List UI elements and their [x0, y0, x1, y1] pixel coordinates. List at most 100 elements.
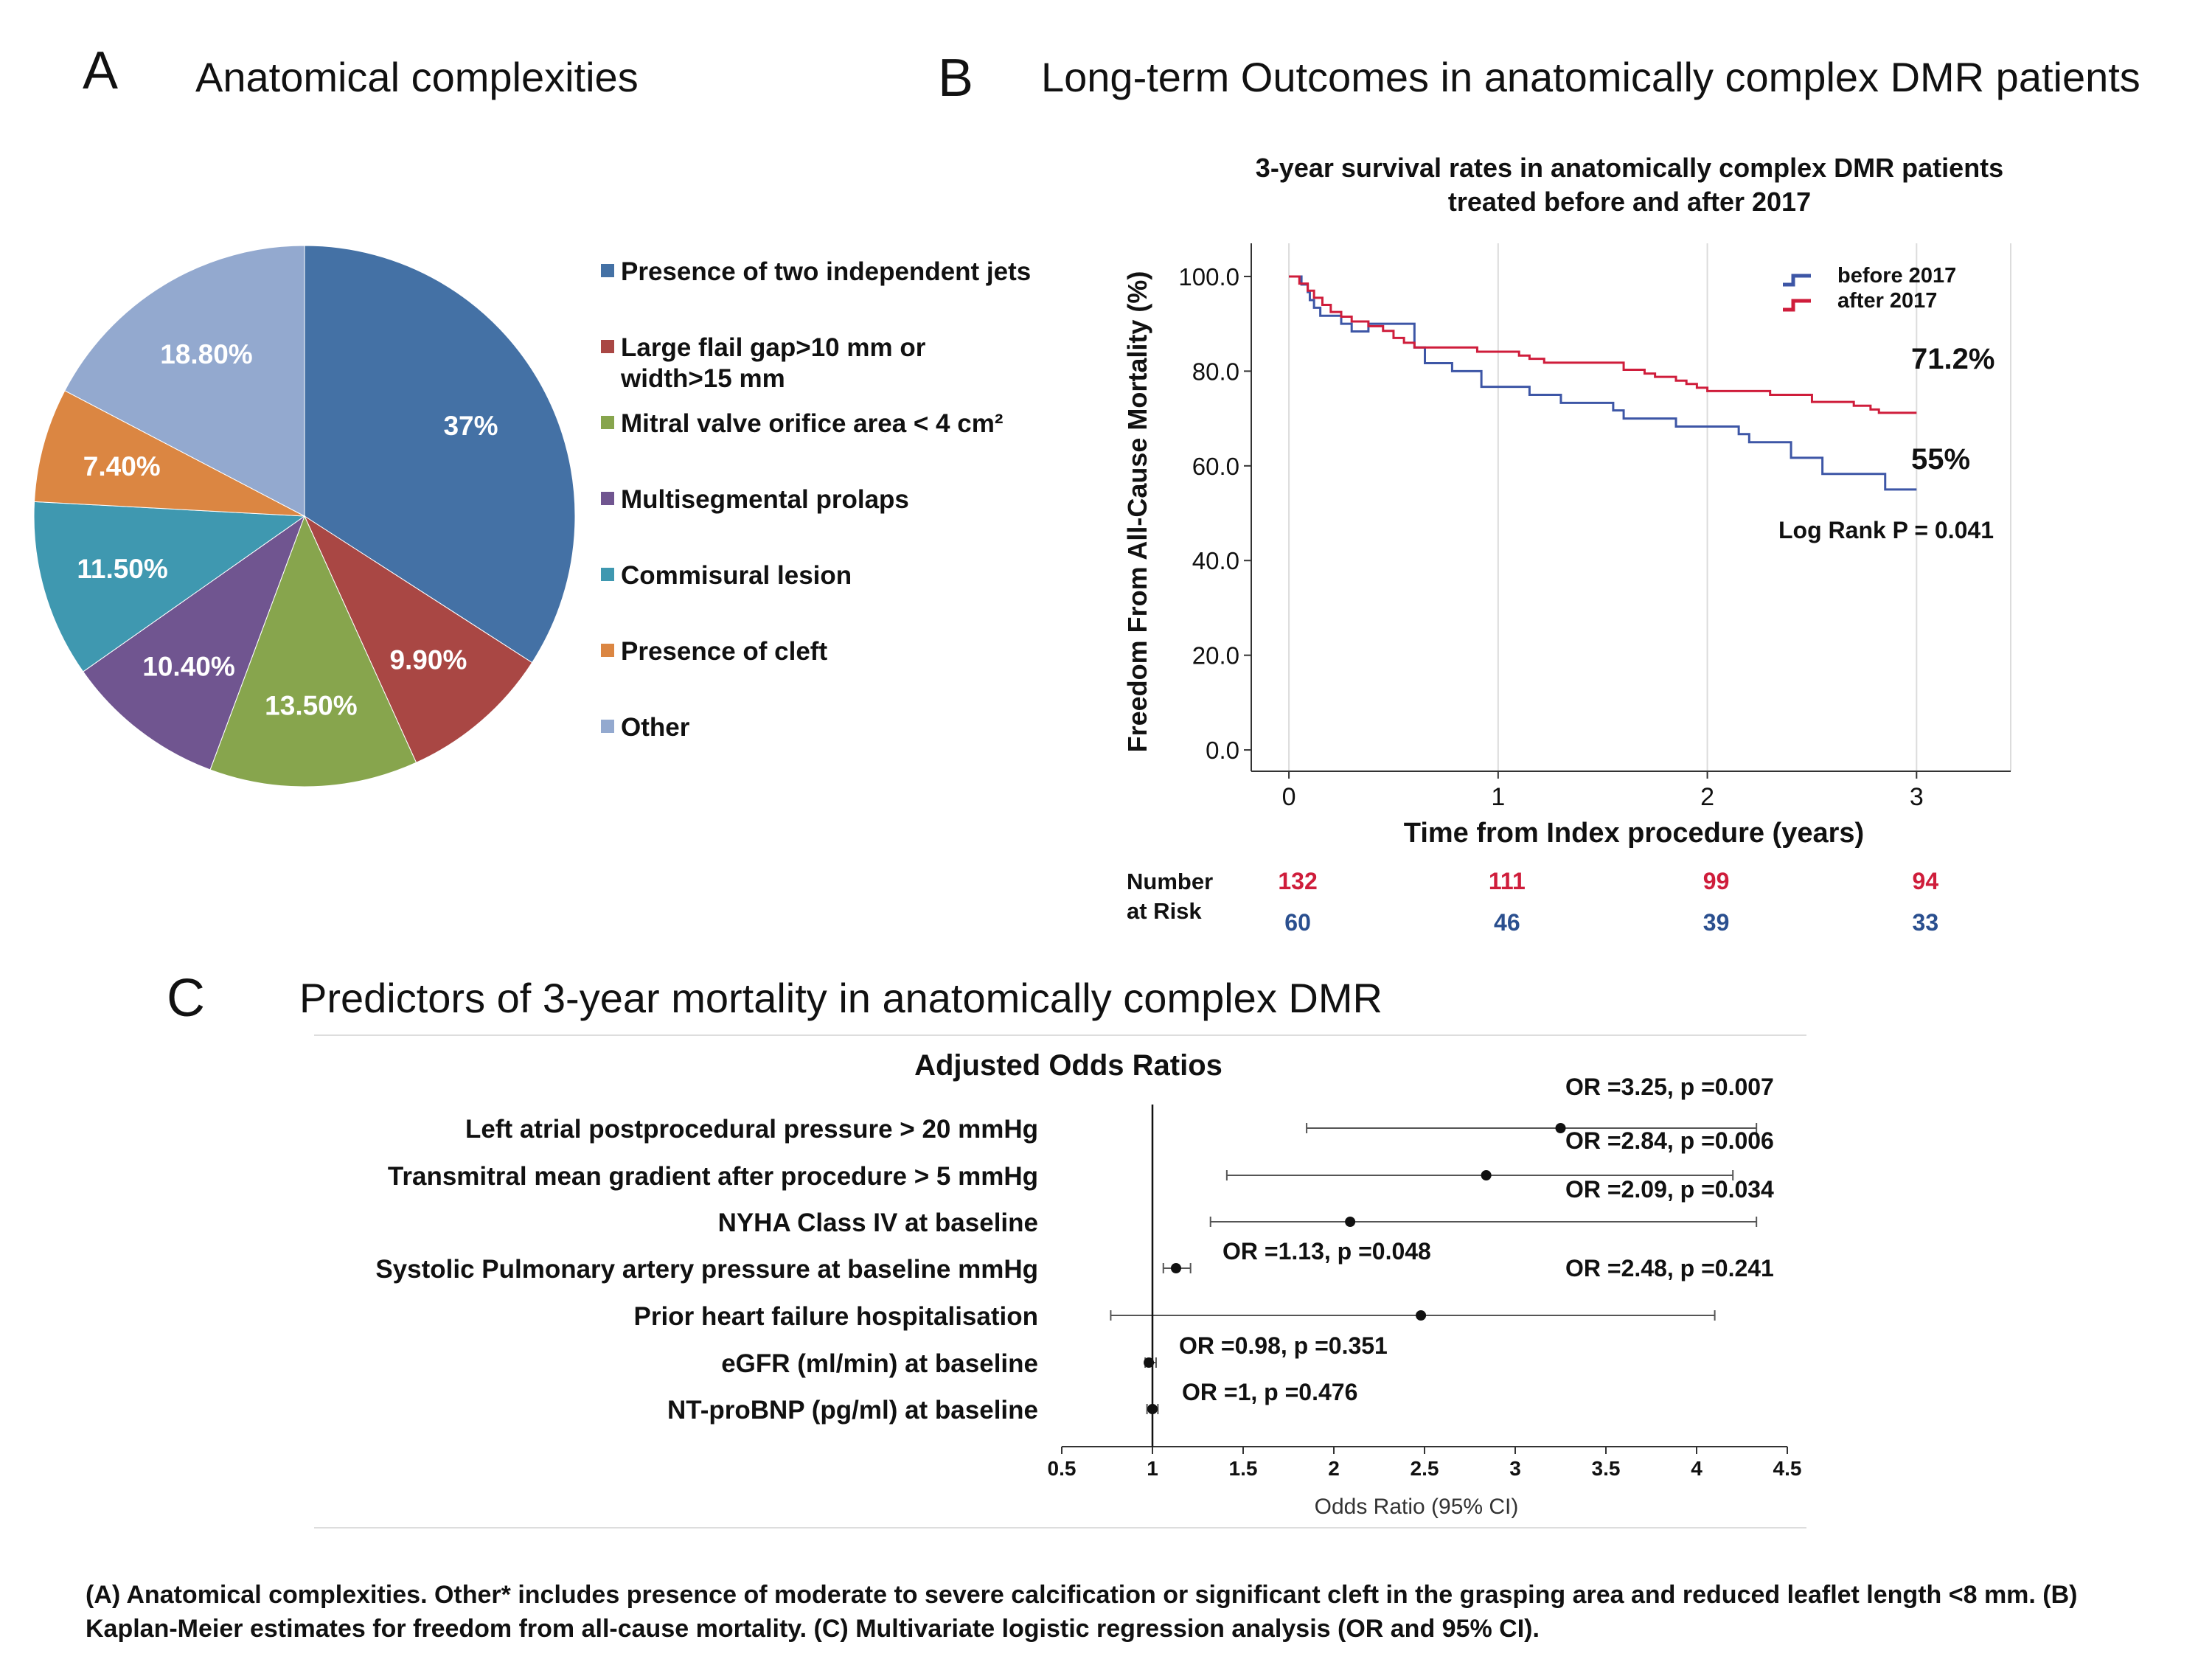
km-x-tick-label: 1 — [1491, 783, 1505, 811]
risk-table-label-line-1: Number — [1127, 869, 1213, 894]
forest-x-tick-label: 1 — [1147, 1457, 1158, 1480]
panel-c-title: Predictors of 3-year mortality in anatom… — [299, 975, 1382, 1021]
pie-chart — [33, 245, 576, 787]
panel-c-letter: C — [167, 969, 205, 1028]
pie-legend-swatch — [601, 492, 614, 505]
risk-count-after-2017: 132 — [1278, 868, 1317, 894]
forest-row-label: Left atrial postprocedural pressure > 20… — [465, 1115, 1038, 1144]
km-x-tick-label: 3 — [1910, 783, 1924, 811]
pie-legend: Presence of two independent jets Large fl… — [601, 257, 1031, 742]
km-y-tick-label: 80.0 — [1192, 358, 1239, 385]
risk-count-before-2017: 46 — [1494, 909, 1520, 936]
risk-count-after-2017: 99 — [1703, 868, 1730, 894]
pie-legend-label: Multisegmental prolaps — [621, 485, 909, 514]
pie-slice-label: 9.90% — [389, 644, 467, 675]
pie-slice — [34, 390, 305, 517]
forest-point — [1416, 1310, 1427, 1321]
pie-slice-label: 37% — [443, 411, 498, 441]
forest-plot: Left atrial postprocedural pressure > 20… — [375, 1074, 1774, 1425]
km-y-tick-label: 40.0 — [1192, 547, 1239, 574]
forest-point — [1144, 1357, 1155, 1368]
km-curves — [1289, 275, 1917, 491]
panel-a-letter: A — [83, 41, 118, 100]
number-at-risk-table: 132 111 99 94 60 46 39 33 — [1278, 868, 1938, 936]
pie-slice-label: 13.50% — [265, 691, 358, 721]
forest-or-label: OR =1.13, p =0.048 — [1222, 1238, 1431, 1265]
forest-row-label: Transmitral mean gradient after procedur… — [388, 1162, 1038, 1191]
pie-legend-label: Presence of two independent jets — [621, 257, 1031, 286]
km-legend-swatch-before — [1783, 274, 1811, 287]
forest-x-tick-label: 3 — [1509, 1457, 1521, 1480]
figure-caption: (A) Anatomical complexities. Other* incl… — [86, 1581, 2078, 1643]
pie-slice-labels: 37% 9.90% 13.50% 10.40% 11.50% 7.40% 18.80% — [77, 339, 498, 721]
km-legend-label-after: after 2017 — [1837, 289, 1937, 313]
km-y-tick-labels: 0.0 20.0 40.0 60.0 80.0 100.0 — [1178, 263, 1251, 764]
pie-legend-swatch — [601, 340, 614, 353]
forest-or-label: OR =3.25, p =0.007 — [1565, 1074, 1774, 1100]
forest-or-label: OR =2.09, p =0.034 — [1565, 1176, 1774, 1203]
forest-point — [1481, 1170, 1492, 1180]
risk-count-before-2017: 60 — [1284, 909, 1311, 936]
pie-legend-swatch — [601, 416, 614, 429]
forest-row-label: Systolic Pulmonary artery pressure at ba… — [375, 1255, 1038, 1284]
forest-x-tick-label: 3.5 — [1592, 1457, 1621, 1480]
pie-legend-label: Presence of cleft — [621, 637, 827, 666]
forest-x-tick-label: 2 — [1328, 1457, 1340, 1480]
pie-legend-label: Mitral valve orifice area < 4 cm² — [621, 409, 1003, 438]
pie-slice — [209, 515, 417, 787]
km-annotation-after-final: 71.2% — [1911, 343, 1994, 375]
km-y-tick-label: 60.0 — [1192, 453, 1239, 480]
pie-slice — [304, 245, 576, 664]
km-y-tick-label: 20.0 — [1192, 642, 1239, 669]
panel-b: B Long-term Outcomes in anatomically com… — [938, 49, 2140, 936]
km-x-tick-label: 2 — [1700, 783, 1714, 811]
forest-or-label: OR =1, p =0.476 — [1182, 1379, 1357, 1405]
forest-x-axis-label: Odds Ratio (95% CI) — [1315, 1495, 1519, 1519]
forest-x-tick-label: 2.5 — [1411, 1457, 1439, 1480]
km-curve-after-2017 — [1289, 275, 1917, 414]
pie-slice-label: 11.50% — [77, 554, 167, 584]
panel-b-letter: B — [938, 49, 973, 108]
risk-table-label-line-2: at Risk — [1127, 898, 1202, 924]
km-x-tick-labels: 0 1 2 3 — [1282, 771, 1924, 811]
forest-x-tick-label: 4 — [1691, 1457, 1703, 1480]
km-title-line-2: treated before and after 2017 — [1448, 187, 1811, 217]
forest-row-label: NYHA Class IV at baseline — [718, 1208, 1038, 1237]
pie-slice — [82, 515, 306, 771]
forest-title: Adjusted Odds Ratios — [914, 1049, 1222, 1082]
km-legend-swatch-after — [1783, 299, 1811, 312]
risk-count-after-2017: 111 — [1489, 868, 1526, 894]
km-x-tick-label: 0 — [1282, 783, 1296, 811]
forest-or-label: OR =2.48, p =0.241 — [1565, 1255, 1774, 1281]
km-grid — [1288, 243, 2011, 771]
km-legend: before 2017 after 2017 — [1783, 264, 1956, 313]
forest-point — [1555, 1123, 1566, 1133]
pie-slice-label: 7.40% — [83, 451, 161, 481]
forest-x-tick-label: 1.5 — [1229, 1457, 1258, 1480]
forest-point — [1170, 1263, 1181, 1273]
risk-count-after-2017: 94 — [1913, 868, 1939, 894]
risk-count-before-2017: 33 — [1913, 909, 1939, 936]
pie-slice — [64, 245, 305, 517]
pie-legend-swatch — [601, 644, 614, 657]
pie-slice-label: 18.80% — [160, 339, 253, 369]
pie-slice-label: 10.40% — [142, 651, 235, 681]
forest-x-tick-label: 0.5 — [1048, 1457, 1077, 1480]
km-legend-label-before: before 2017 — [1837, 264, 1956, 288]
km-title-line-1: 3-year survival rates in anatomically co… — [1256, 153, 2003, 183]
km-curve-before-2017 — [1289, 275, 1917, 491]
forest-row-label: NT-proBNP (pg/ml) at baseline — [667, 1396, 1038, 1425]
forest-row-label: Prior heart failure hospitalisation — [634, 1302, 1038, 1331]
panel-b-title: Long-term Outcomes in anatomically compl… — [1041, 54, 2140, 100]
pie-legend-swatch — [601, 264, 614, 277]
km-y-tick-label: 0.0 — [1206, 737, 1239, 764]
pie-legend-swatch — [601, 720, 614, 733]
km-y-tick-label: 100.0 — [1178, 263, 1239, 291]
panel-c: C Predictors of 3-year mortality in anat… — [167, 969, 1806, 1528]
forest-x-tick-label: 4.5 — [1773, 1457, 1802, 1480]
km-log-rank-annotation: Log Rank P = 0.041 — [1778, 517, 1994, 543]
panel-a-title: Anatomical complexities — [195, 54, 639, 100]
forest-x-tick-labels: 0.5 1 1.5 2 2.5 3 3.5 4 4.5 — [1048, 1447, 1802, 1480]
pie-legend-label: Large flail gap>10 mm or width>15 mm — [620, 333, 926, 393]
